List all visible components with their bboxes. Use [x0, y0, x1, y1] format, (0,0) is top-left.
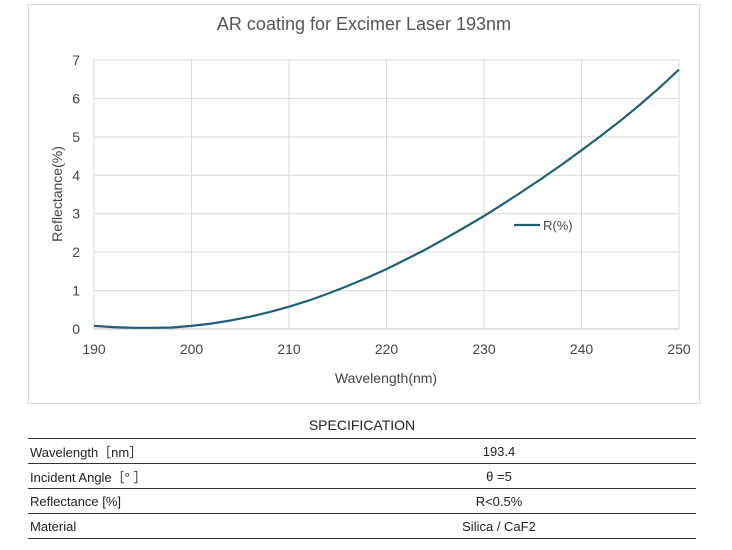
y-tick-label: 0	[72, 321, 80, 337]
legend-label: R(%)	[543, 218, 573, 233]
x-tick-label: 250	[667, 341, 691, 357]
chart-grid	[93, 59, 680, 330]
spec-label: Incident Angle［° ］	[28, 463, 300, 489]
table-row: Incident Angle［° ］ θ =5	[28, 463, 696, 489]
table-row: Reflectance [%] R<0.5%	[28, 488, 696, 514]
y-axis-label: Reflectance(%)	[49, 146, 65, 242]
tick-labels: 0 1 2 3 4 5 6 7 190 200 210 220 230 240 250	[72, 52, 691, 357]
y-tick-label: 3	[72, 206, 80, 222]
chart-title: AR coating for Excimer Laser 193nm	[217, 14, 511, 34]
series-line-r	[93, 68, 680, 329]
specification-section: SPECIFICATION Wavelength［nm］ 193.4 Incid…	[28, 412, 696, 539]
x-tick-label: 240	[570, 341, 594, 357]
table-row: Wavelength［nm］ 193.4	[28, 438, 696, 464]
spec-label: Wavelength［nm］	[28, 438, 300, 464]
y-tick-label: 7	[72, 52, 80, 68]
chart-frame	[28, 4, 700, 404]
y-tick-label: 5	[72, 129, 80, 145]
spec-label: Material	[28, 513, 300, 539]
y-tick-label: 4	[72, 167, 80, 183]
spec-value: Silica / CaF2	[300, 513, 696, 539]
table-row: Material Silica / CaF2	[28, 513, 696, 539]
chart-legend: R(%)	[514, 218, 573, 233]
x-tick-label: 230	[472, 341, 496, 357]
spec-value: 193.4	[300, 438, 696, 464]
x-tick-label: 210	[277, 341, 301, 357]
x-axis-label: Wavelength(nm)	[335, 370, 437, 386]
x-tick-label: 190	[82, 341, 106, 357]
spec-value: θ =5	[300, 463, 696, 489]
x-tick-label: 200	[180, 341, 204, 357]
spec-table: Wavelength［nm］ 193.4 Incident Angle［° ］ …	[28, 438, 696, 539]
reflectance-chart: AR coating for Excimer Laser 193nm 0 1 2 3 4…	[49, 14, 691, 386]
x-tick-label: 220	[375, 341, 399, 357]
spec-label: Reflectance [%]	[28, 488, 300, 514]
y-tick-label: 2	[72, 244, 80, 260]
y-tick-label: 1	[72, 283, 80, 299]
spec-title: SPECIFICATION	[308, 417, 416, 433]
spec-value: R<0.5%	[300, 488, 696, 514]
y-tick-label: 6	[72, 90, 80, 106]
